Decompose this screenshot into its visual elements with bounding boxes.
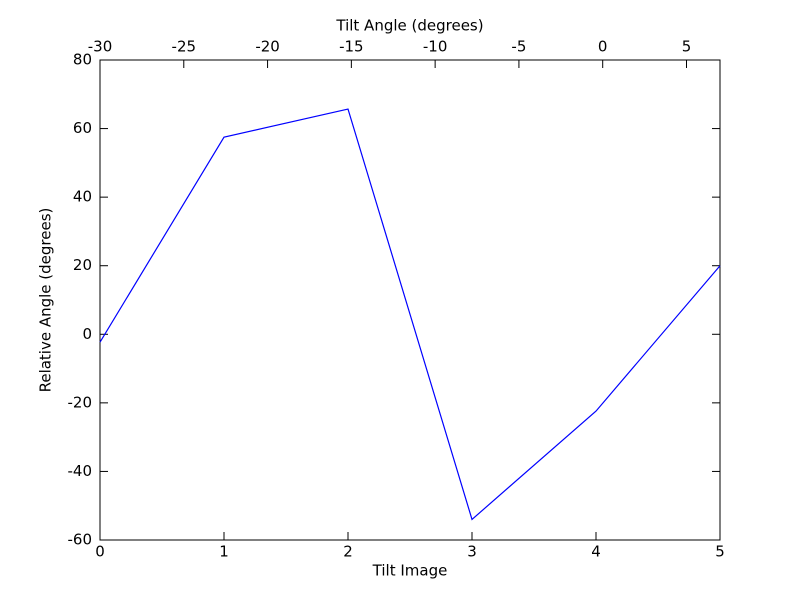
x2-tick-label: -15: [339, 38, 364, 56]
y-axis-label: Relative Angle (degrees): [37, 208, 55, 393]
x2-tick-label: 5: [682, 38, 692, 56]
y-tick-label: 40: [73, 188, 92, 206]
x-tick-label: 5: [715, 543, 725, 561]
x-tick-label: 0: [95, 543, 105, 561]
y-tick-label: -20: [68, 393, 93, 411]
line: [99, 108, 721, 521]
x-axis-label: Tilt Image: [372, 562, 448, 580]
x2-tick-label: -5: [511, 38, 526, 56]
plot-frame: [99, 59, 721, 541]
x-tick-label: 1: [219, 543, 229, 561]
y-tick-label: 0: [82, 325, 92, 343]
x2-tick-label: -20: [255, 38, 280, 56]
y-tick-label: -60: [68, 531, 93, 549]
x2-axis-label: Tilt Angle (degrees): [335, 17, 483, 35]
x2-tick-label: -30: [88, 38, 113, 56]
x2-tick-label: 0: [598, 38, 608, 56]
y-tick-label: -40: [68, 462, 93, 480]
x2-tick-label: -25: [172, 38, 197, 56]
x-tick-label: 4: [591, 543, 601, 561]
x2-tick-label: -10: [423, 38, 448, 56]
x-tick-label: 2: [343, 543, 353, 561]
y-tick-label: 20: [73, 256, 92, 274]
y-tick-label: 80: [73, 51, 92, 69]
y-tick-label: 60: [73, 119, 92, 137]
x-tick-label: 3: [467, 543, 477, 561]
